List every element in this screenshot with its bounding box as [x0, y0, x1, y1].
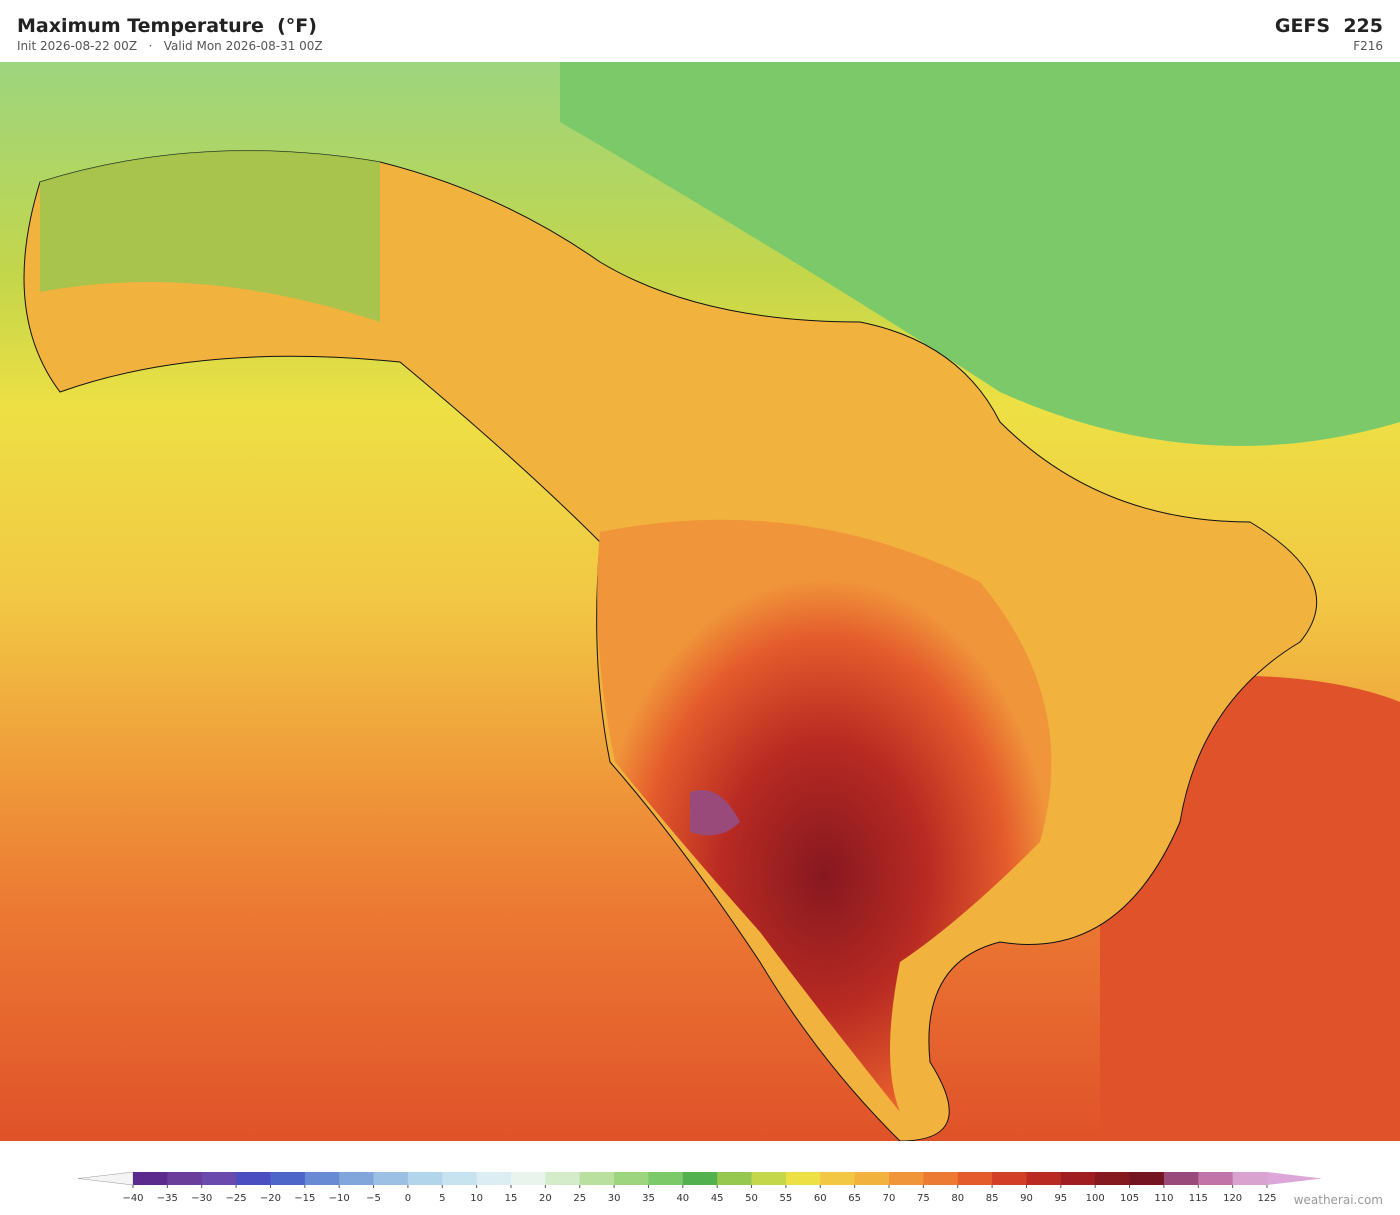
colorbar-tick-label: 35 — [642, 1193, 655, 1204]
colorbar-tick-label: 45 — [711, 1193, 724, 1204]
colorbar-cell — [785, 1172, 821, 1185]
forecast-hour: F216 — [1353, 39, 1383, 53]
colorbar-cell — [511, 1172, 546, 1185]
map-subtitle: Init 2026-08-22 00Z · Valid Mon 2026-08-… — [17, 39, 323, 53]
colorbar-cell — [545, 1172, 581, 1185]
watermark: weatherai.com — [1293, 1193, 1383, 1207]
colorbar-tick-label: 65 — [848, 1193, 861, 1204]
colorbar-tick-label: 15 — [505, 1193, 518, 1204]
colorbar-tick-label: 25 — [573, 1193, 586, 1204]
arctic-land — [560, 62, 1400, 446]
colorbar-tick-label: −20 — [260, 1193, 281, 1204]
colorbar-tick-label: 40 — [676, 1193, 689, 1204]
colorbar-tick-label: 0 — [405, 1193, 411, 1204]
colorbar-tick-label: 115 — [1189, 1193, 1208, 1204]
colorbar-tick-label: 85 — [986, 1193, 999, 1204]
model-name: GEFS 225 — [1274, 15, 1383, 37]
colorbar-tick-label: −15 — [294, 1193, 315, 1204]
colorbar-cell — [1232, 1172, 1268, 1185]
colorbar-tick-label: 30 — [608, 1193, 621, 1204]
map-title: Maximum Temperature (°F) — [17, 15, 317, 37]
colorbar: −40 −35 −30 −25 −20 −15 −10 −5 0 5 10 15 20 25 30 35 40 4… — [77, 1171, 1322, 1204]
colorbar-tick-label: 5 — [439, 1193, 445, 1204]
colorbar-tick-label: 100 — [1086, 1193, 1105, 1204]
colorbar-cell — [476, 1172, 512, 1185]
colorbar-cell — [579, 1172, 615, 1185]
colorbar-cell — [682, 1172, 718, 1185]
colorbar-tick-label: 110 — [1154, 1193, 1173, 1204]
colorbar-cell — [407, 1172, 443, 1185]
colorbar-tick-label: 20 — [539, 1193, 552, 1204]
colorbar-tick-label: 95 — [1054, 1193, 1067, 1204]
colorbar-cell — [648, 1172, 684, 1185]
colorbar-under — [77, 1171, 134, 1186]
colorbar-cell — [957, 1172, 993, 1185]
colorbar-cell — [339, 1172, 375, 1185]
colorbar-cell — [820, 1172, 856, 1185]
alaska — [40, 150, 380, 322]
colorbar-cell — [167, 1172, 203, 1185]
colorbar-tick-label: 90 — [1020, 1193, 1033, 1204]
colorbar-cell — [236, 1172, 271, 1185]
colorbar-tick-label: 10 — [470, 1193, 483, 1204]
colorbar-over — [1267, 1172, 1322, 1185]
colorbar-tick-label: −35 — [157, 1193, 178, 1204]
colorbar-cell — [1163, 1172, 1199, 1185]
colorbar-tick-label: 60 — [814, 1193, 827, 1204]
colorbar-cell — [133, 1172, 168, 1185]
colorbar-tick-label: −25 — [226, 1193, 247, 1204]
colorbar-cell — [1095, 1172, 1131, 1185]
colorbar-tick-label: 70 — [883, 1193, 896, 1204]
colorbar-cell — [1198, 1172, 1234, 1185]
colorbar-cell — [1060, 1172, 1096, 1185]
colorbar-tick-label: −10 — [329, 1193, 350, 1204]
colorbar-cell — [1129, 1172, 1165, 1185]
colorbar-tick-label: 120 — [1223, 1193, 1242, 1204]
colorbar-cell — [201, 1172, 237, 1185]
colorbar-cell — [304, 1172, 340, 1185]
colorbar-tick-label: −30 — [191, 1193, 212, 1204]
colorbar-cell — [373, 1172, 409, 1185]
heat-core — [597, 519, 1052, 1112]
colorbar-cell — [923, 1172, 959, 1185]
colorbar-cell — [992, 1172, 1027, 1185]
colorbar-cell — [270, 1172, 306, 1185]
colorbar-cell — [1026, 1172, 1062, 1185]
colorbar-tick-label: 55 — [780, 1193, 793, 1204]
colorbar-tick-label: 75 — [917, 1193, 930, 1204]
colorbar-tick-label: −5 — [366, 1193, 381, 1204]
colorbar-cell — [614, 1172, 649, 1185]
colorbar-cell — [751, 1172, 787, 1185]
colorbar-tick-label: 125 — [1257, 1193, 1276, 1204]
colorbar-tick-label: 105 — [1120, 1193, 1139, 1204]
colorbar-cell — [854, 1172, 890, 1185]
colorbar-tick-label: 80 — [951, 1193, 964, 1204]
colorbar-cell — [442, 1172, 478, 1185]
colorbar-cell — [889, 1172, 924, 1185]
desert-max — [690, 790, 740, 836]
colorbar-cell — [717, 1172, 753, 1185]
colorbar-tick-label: −40 — [122, 1193, 143, 1204]
colorbar-tick-label: 50 — [745, 1193, 758, 1204]
map — [0, 62, 1400, 1141]
